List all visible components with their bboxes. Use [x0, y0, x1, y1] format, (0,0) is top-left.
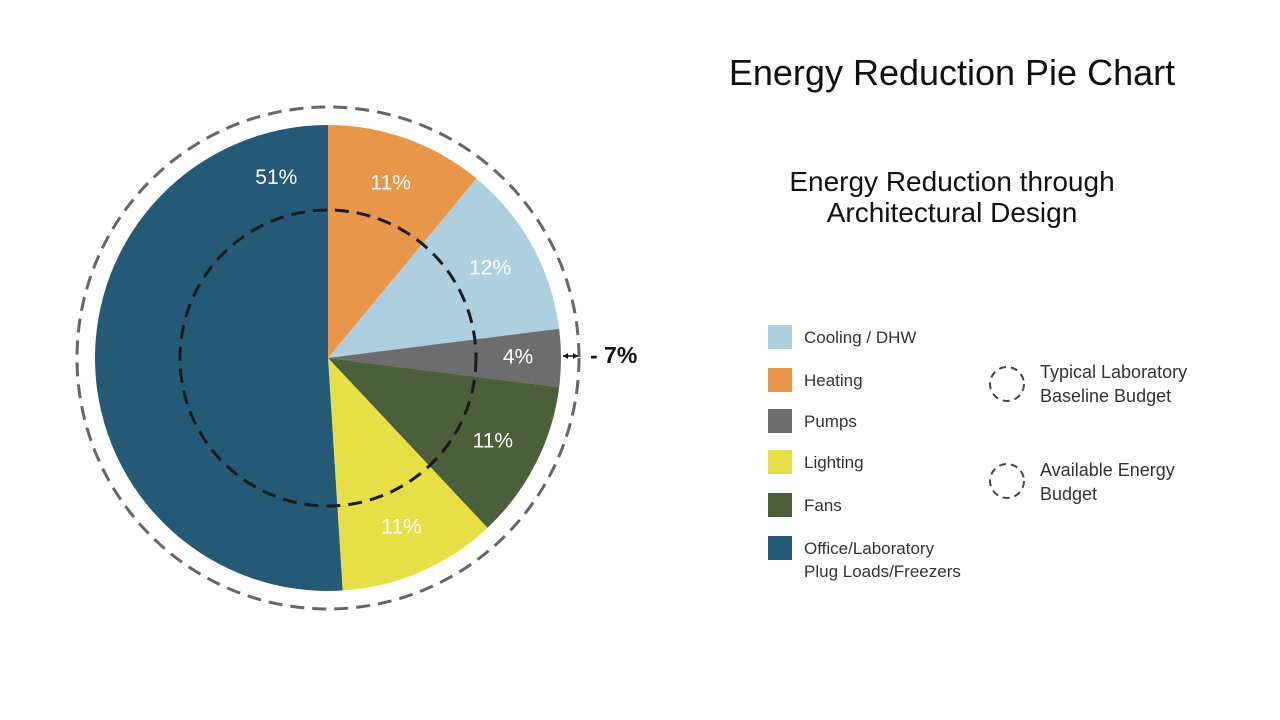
legend-swatch — [768, 536, 792, 560]
legend-swatch — [768, 450, 792, 474]
legend-swatch — [768, 325, 792, 349]
legend-label: Heating — [804, 371, 863, 390]
legend-label: Pumps — [804, 412, 857, 431]
legend-label: Fans — [804, 496, 842, 515]
data-label: 12% — [469, 256, 511, 279]
data-label: 11% — [473, 430, 513, 453]
budget-legend-label: Available Energy Budget — [1040, 460, 1175, 504]
inner-budget-circle — [178, 208, 478, 508]
budget-legend-icon — [989, 463, 1025, 499]
budget-legend-label: Typical Laboratory Baseline Budget — [1040, 362, 1188, 406]
pie-slice — [94, 125, 343, 592]
pie-slice — [328, 358, 488, 591]
outer-budget-circle — [75, 105, 581, 611]
chart-title: Energy Reduction Pie Chart — [728, 52, 1176, 93]
pie-slice — [328, 178, 560, 358]
legend-swatch — [768, 409, 792, 433]
legend-swatch — [768, 368, 792, 392]
data-label: 4% — [503, 346, 533, 369]
legend-label: Cooling / DHW — [804, 328, 917, 347]
legend-label: Lighting — [804, 453, 864, 472]
data-label: 51% — [255, 166, 297, 189]
legend-swatch — [768, 493, 792, 517]
legend-label: Office/Laboratory Plug Loads/Freezers — [804, 539, 961, 581]
chart-subtitle: Energy Reduction through Architectural D… — [789, 166, 1115, 228]
pie-slice — [328, 328, 561, 388]
data-label: 11% — [370, 171, 410, 194]
pie-slice — [328, 358, 560, 528]
pie-slice — [328, 125, 477, 358]
annotation: - 7% — [590, 342, 637, 368]
budget-legend-icon — [989, 366, 1025, 402]
annotation-arrowheads — [563, 353, 578, 359]
data-label: 11% — [381, 515, 421, 538]
